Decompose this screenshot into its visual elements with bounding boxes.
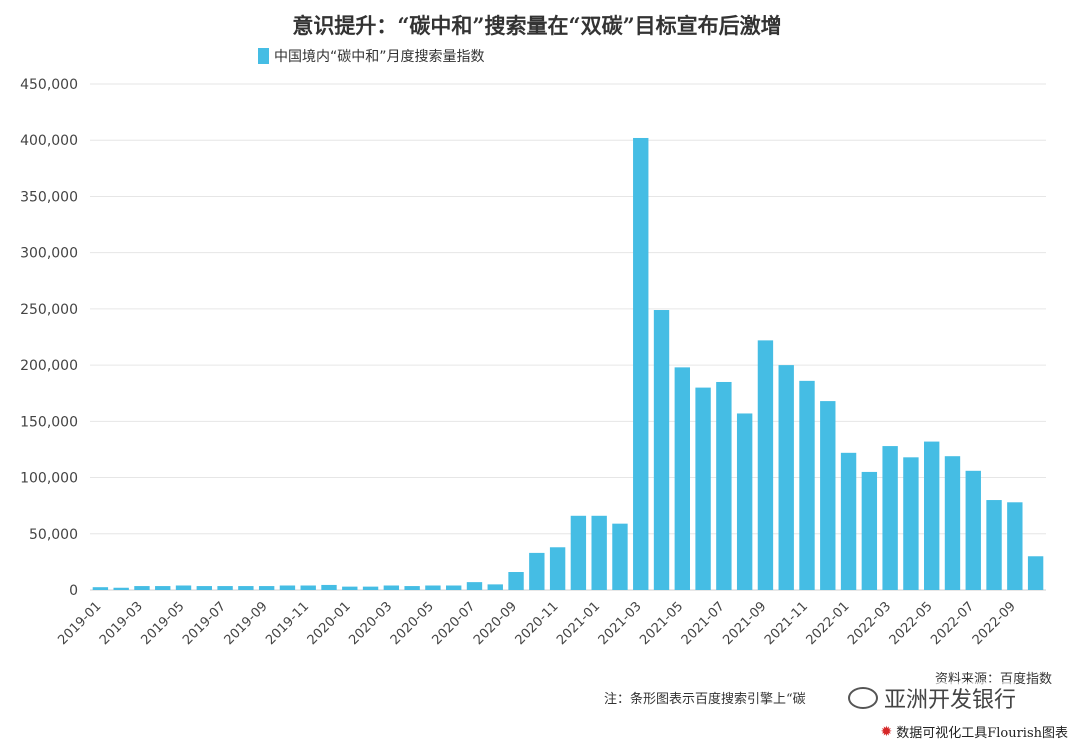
- bar: [321, 584, 337, 590]
- x-tick-label: 2020-03: [346, 599, 395, 648]
- x-tick-label: 2019-05: [138, 599, 187, 648]
- bar: [383, 585, 400, 590]
- chart-title: 意识提升：“碳中和”搜索量在“双碳”目标宣布后激增: [292, 13, 782, 38]
- bar: [175, 585, 192, 590]
- x-tick-label: 2020-05: [388, 599, 437, 648]
- bar: [155, 586, 171, 590]
- bar: [716, 381, 732, 590]
- x-tick-label: 2021-01: [554, 599, 603, 648]
- y-tick-label: 450,000: [20, 77, 78, 93]
- x-tick-label: 2019-11: [263, 599, 312, 648]
- bar: [612, 523, 628, 590]
- bar: [757, 340, 774, 590]
- bar: [820, 401, 836, 590]
- x-tick-label: 2020-11: [513, 599, 562, 648]
- flourish-icon: ✹: [880, 723, 893, 740]
- y-tick-label: 0: [69, 583, 78, 599]
- legend-label: 中国境内“碳中和”月度搜索量指数: [274, 49, 485, 65]
- x-tick-label: 2021-11: [762, 599, 811, 648]
- bar: [840, 452, 857, 590]
- x-tick-label: 2022-01: [804, 599, 853, 648]
- bar: [778, 365, 794, 590]
- bar: [695, 387, 711, 590]
- bar: [986, 500, 1002, 590]
- x-tick-label: 2022-03: [845, 599, 894, 648]
- x-tick-label: 2021-09: [720, 599, 769, 648]
- x-tick-label: 2021-05: [637, 599, 686, 648]
- watermark: 亚洲开发银行: [848, 682, 1017, 714]
- bar: [217, 586, 233, 590]
- bar: [258, 586, 275, 590]
- y-tick-label: 400,000: [20, 133, 78, 149]
- bar: [425, 585, 441, 590]
- bar: [466, 582, 483, 590]
- x-tick-label: 2019-03: [97, 599, 146, 648]
- x-tick-label: 2020-07: [429, 599, 478, 648]
- x-tick-label: 2022-09: [970, 599, 1019, 648]
- legend: 中国境内“碳中和”月度搜索量指数: [258, 46, 485, 66]
- y-tick-label: 50,000: [29, 527, 78, 543]
- bar: [549, 547, 566, 590]
- wechat-icon: [848, 687, 878, 709]
- bar: [882, 446, 898, 590]
- bar: [944, 456, 961, 590]
- bar: [1007, 502, 1023, 590]
- bar: [653, 310, 670, 590]
- bar: [861, 471, 878, 590]
- bar: [570, 515, 587, 590]
- credit: ✹ 数据可视化工具Flourish图表: [880, 722, 1068, 742]
- x-tick-label: 2020-01: [305, 599, 354, 648]
- bar: [487, 584, 503, 590]
- bar: [404, 586, 420, 590]
- bar: [196, 586, 212, 590]
- bar: [529, 552, 545, 590]
- bar: [113, 587, 129, 590]
- y-tick-label: 150,000: [20, 414, 78, 430]
- bar: [736, 413, 753, 590]
- x-tick-label: 2020-09: [471, 599, 520, 648]
- bar: [279, 585, 296, 590]
- bar: [591, 515, 607, 590]
- legend-swatch: [258, 48, 269, 64]
- bar: [674, 367, 690, 590]
- bar: [362, 586, 379, 590]
- x-tick-label: 2022-07: [928, 599, 977, 648]
- y-tick-label: 250,000: [20, 302, 78, 318]
- bar: [965, 470, 981, 590]
- bar: [342, 586, 358, 590]
- bar: [924, 441, 940, 590]
- x-tick-label: 2019-07: [180, 599, 229, 648]
- bar: [134, 586, 150, 590]
- y-tick-label: 100,000: [20, 471, 78, 487]
- y-tick-label: 300,000: [20, 246, 78, 262]
- y-tick-label: 200,000: [20, 358, 78, 374]
- x-tick-label: 2021-07: [679, 599, 728, 648]
- bar: [508, 572, 524, 590]
- bar: [799, 380, 815, 590]
- footnote: 注：条形图表示百度搜索引擎上“碳: [604, 692, 806, 707]
- bar: [903, 457, 919, 590]
- bar: [1027, 556, 1044, 590]
- bar: [633, 137, 649, 590]
- x-tick-label: 2021-03: [596, 599, 645, 648]
- bar: [92, 587, 109, 590]
- x-tick-label: 2019-01: [55, 599, 104, 648]
- bar: [300, 585, 316, 590]
- x-tick-label: 2019-09: [222, 599, 271, 648]
- y-tick-label: 350,000: [20, 189, 78, 205]
- x-tick-label: 2022-05: [887, 599, 936, 648]
- watermark-text: 亚洲开发银行: [884, 688, 1017, 713]
- bar: [238, 586, 254, 590]
- bar: [446, 585, 462, 590]
- credit-text: 数据可视化工具Flourish图表: [896, 726, 1068, 741]
